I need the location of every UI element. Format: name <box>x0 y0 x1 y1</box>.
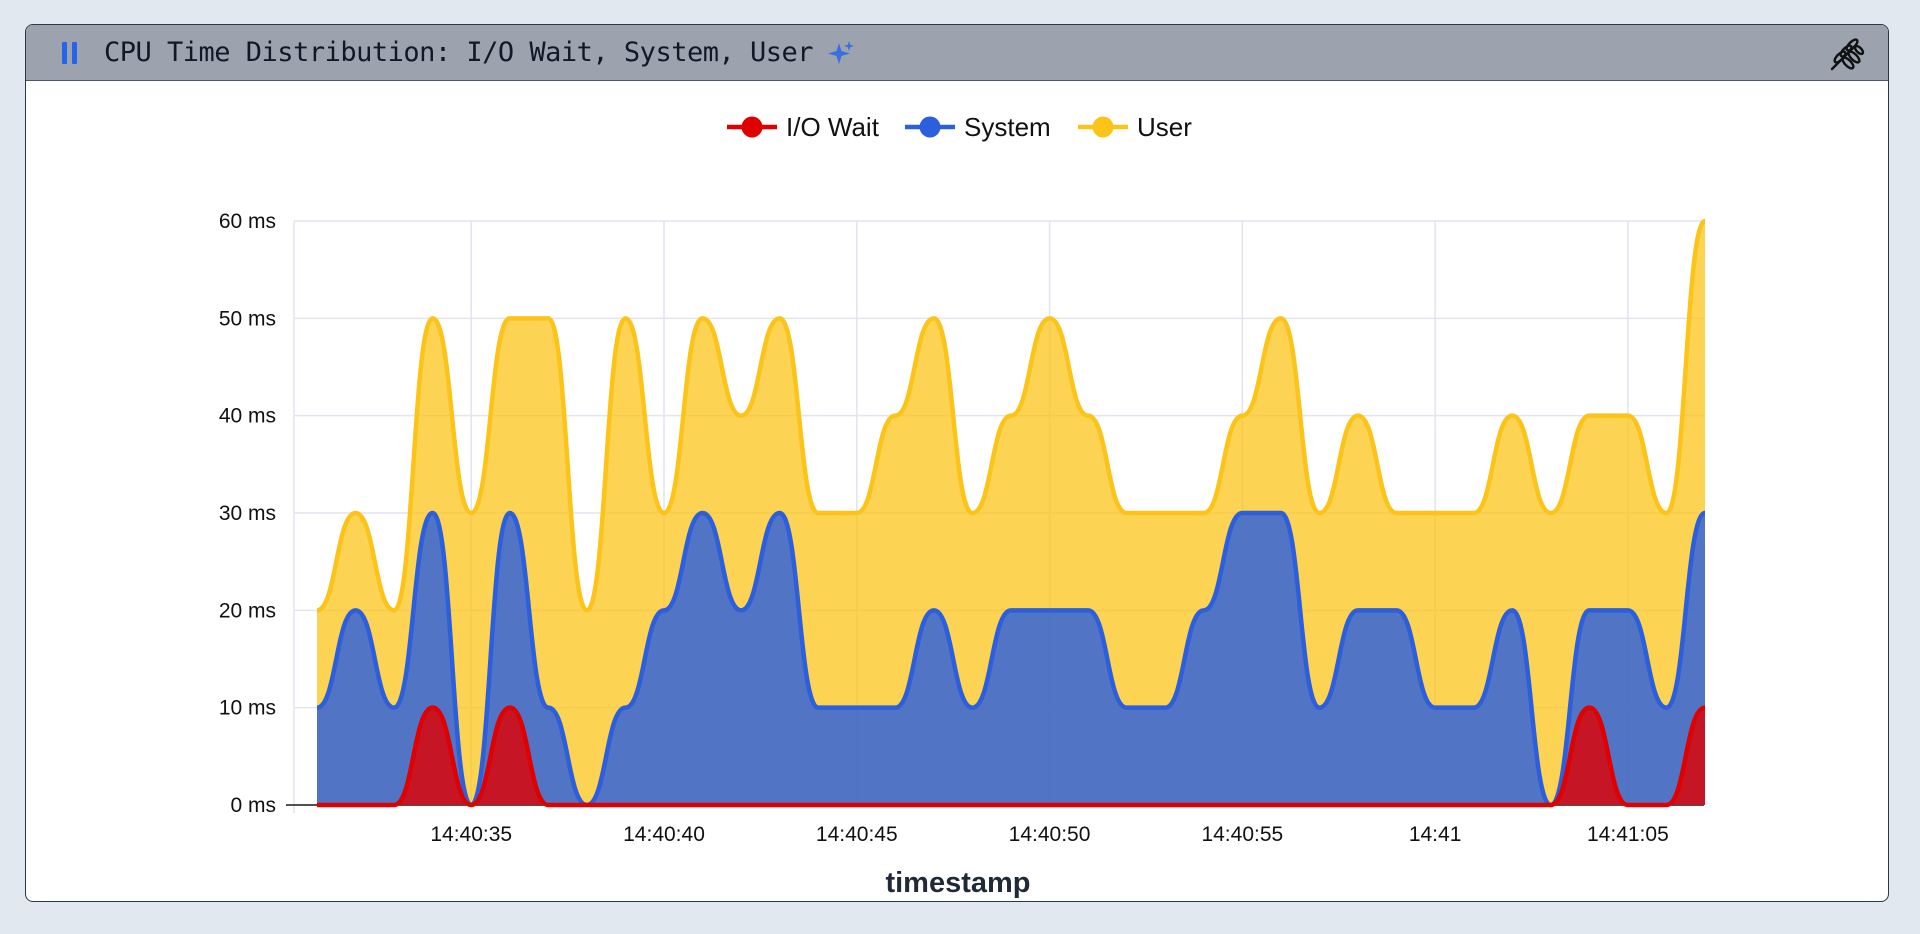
x-tick-label: 14:40:35 <box>430 823 512 846</box>
line-user <box>316 218 1708 613</box>
y-tick-label: 40 ms <box>219 405 276 428</box>
x-tick-label: 14:40:45 <box>816 823 898 846</box>
area-system <box>317 513 1705 805</box>
series-areas <box>317 221 1705 805</box>
x-tick-label: 14:40:40 <box>623 823 705 846</box>
y-tick-label: 10 ms <box>219 697 276 720</box>
cpu-chart: I/O Wait System User 0 ms 10 ms 20 ms 30 ms 40… <box>219 112 1708 899</box>
x-axis-title: timestamp <box>885 867 1030 899</box>
legend: I/O Wait System User <box>727 112 1192 142</box>
sparkle-icon[interactable] <box>826 39 856 69</box>
x-axis: 14:40:35 14:40:40 14:40:45 14:40:50 14:40:55… <box>430 823 1668 846</box>
y-tick-label: 20 ms <box>219 599 276 622</box>
x-tick-label: 14:40:50 <box>1009 823 1091 846</box>
x-tick-label: 14:41 <box>1409 823 1462 846</box>
y-axis: 0 ms 10 ms 20 ms 30 ms 40 ms 50 ms 60 ms <box>219 210 276 817</box>
line-i-o-wait <box>316 705 1706 808</box>
legend-label: System <box>964 112 1051 142</box>
series-lines <box>316 218 1708 808</box>
legend-label: I/O Wait <box>786 112 880 142</box>
y-tick-label: 30 ms <box>219 502 276 525</box>
pause-icon[interactable] <box>60 42 80 64</box>
line-system <box>316 510 1707 808</box>
panel-header: CPU Time Distribution: I/O Wait, System,… <box>26 25 1888 81</box>
x-tick-label: 14:40:55 <box>1201 823 1283 846</box>
y-tick-label: 50 ms <box>219 307 276 330</box>
legend-marker <box>919 116 941 138</box>
area-i-o-wait <box>317 707 1705 805</box>
y-tick-label: 60 ms <box>219 210 276 233</box>
legend-marker <box>1092 116 1114 138</box>
panel-title: CPU Time Distribution: I/O Wait, System,… <box>104 37 814 68</box>
wheat-icon[interactable] <box>1826 35 1866 75</box>
x-tick-label: 14:41:05 <box>1587 823 1669 846</box>
legend-label: User <box>1137 112 1192 142</box>
legend-marker <box>741 116 763 138</box>
y-tick-label: 0 ms <box>230 794 276 817</box>
chart-panel: CPU Time Distribution: I/O Wait, System,… <box>25 24 1889 902</box>
